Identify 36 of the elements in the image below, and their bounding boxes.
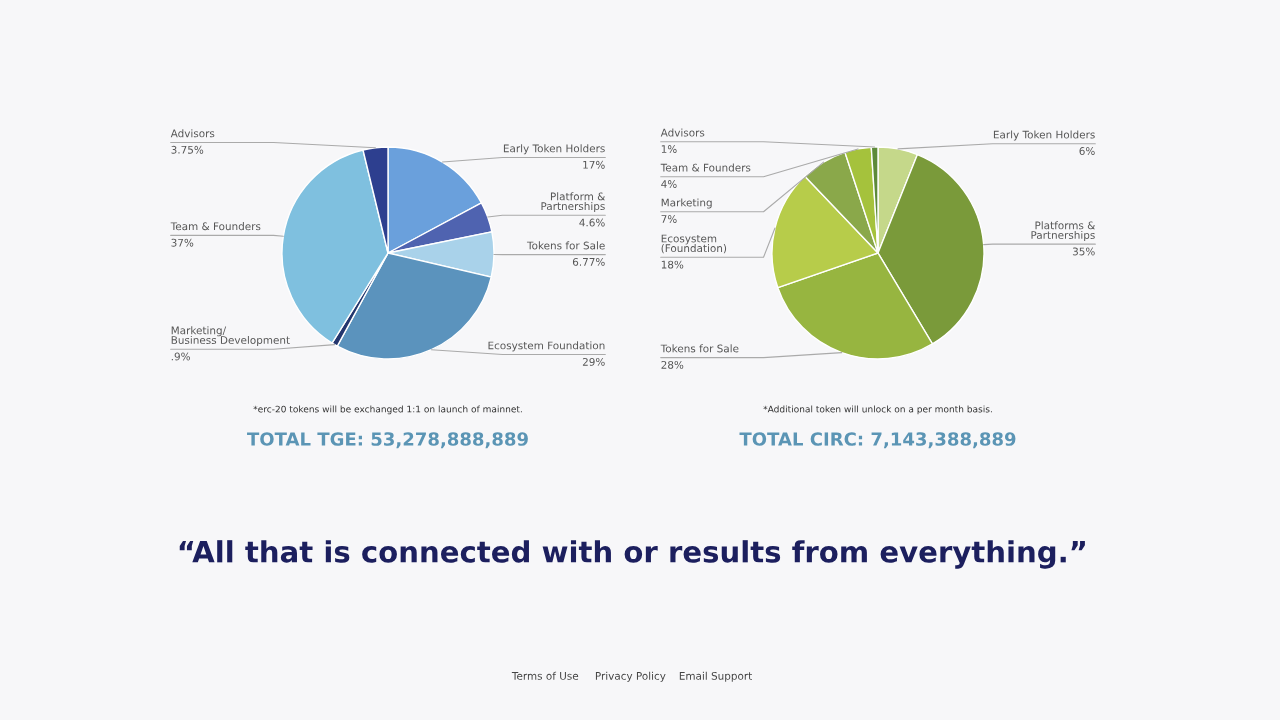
slice-label: Team & Founders [170,222,261,231]
text: TOTAL TGE: 53,278,888,889 [247,432,528,449]
text: TOTAL CIRC: 7,143,388,889 [739,432,1016,449]
slice-label: Advisors [660,128,705,137]
text: Terms of Use [511,671,579,680]
slice-label: Advisors [170,129,215,138]
data-label: 29% [582,357,605,366]
text: “All that is connected with or results from everything.” [179,540,1085,569]
data-label: .9% [171,352,190,361]
data-label: 3.75% [171,145,204,154]
data-label: 37% [171,238,194,247]
text: *Additional token will unlock on a per month basis. [763,405,992,415]
slice-label: Ecosystem Foundation [488,341,605,352]
slice-label: Early Token Holders [993,130,1095,141]
slice-label: Early Token Holders [503,144,605,155]
data-label: 1% [661,145,677,153]
slice-label: Ecosystem (Foundation) [661,234,727,254]
text: Email Support [679,671,752,682]
slice-label: Tokens for Sale [526,241,605,250]
data-label: 18% [661,260,684,269]
slice-label: Team & Founders [660,163,751,172]
data-label: 35% [1072,247,1095,256]
data-label: 6% [1079,147,1095,155]
data-label: 7% [661,215,677,223]
text: Privacy Policy [595,671,666,682]
slice-label: Marketing [661,198,712,209]
data-label: 4.6% [579,218,605,227]
data-label: 17% [583,160,605,169]
data-label: 6.77% [572,257,605,266]
slice-label: Platform & Partnerships [541,192,605,213]
slice-label: Tokens for Sale [660,344,739,353]
slice-label: Marketing/ Business Development [171,326,290,346]
text: *erc-20 tokens will be exchanged 1:1 on launch of mainnet. [253,405,522,415]
data-label: 4% [661,180,677,188]
data-label: 28% [661,360,684,369]
slice-label: Platforms & Partnerships [1031,221,1095,241]
